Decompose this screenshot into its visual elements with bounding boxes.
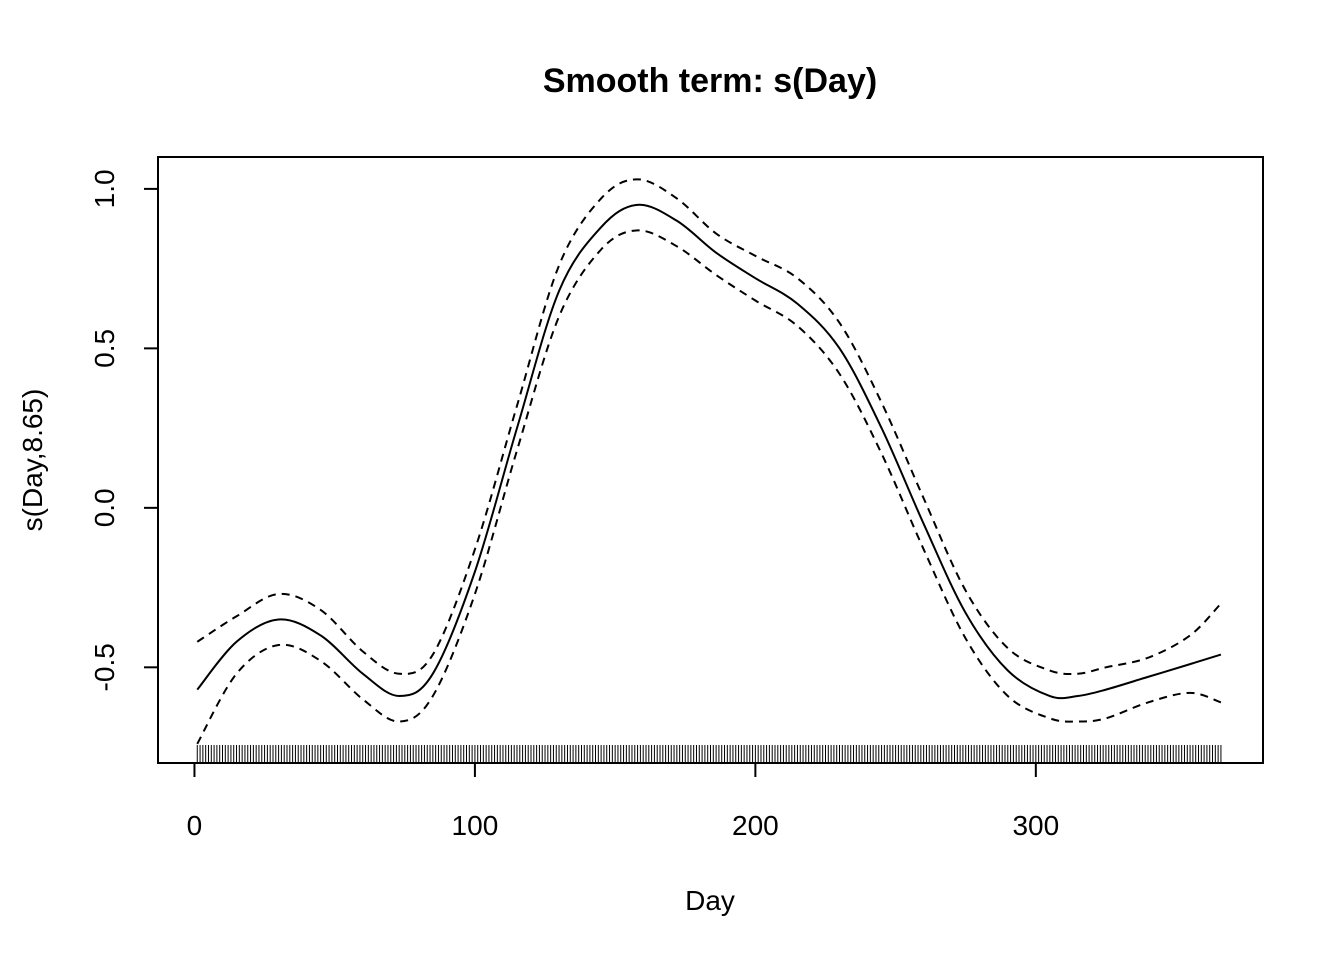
plot-frame — [157, 156, 1264, 764]
x-axis-label: Day — [685, 885, 735, 916]
series-lines — [196, 178, 1222, 745]
x-tick-label: 200 — [732, 810, 779, 841]
y-axis-label: s(Day,8.65) — [17, 389, 48, 532]
series-line-fit — [196, 203, 1222, 700]
x-tick-label: 300 — [1012, 810, 1059, 841]
x-tick-label: 0 — [187, 810, 203, 841]
y-tick-label: 0.0 — [89, 488, 120, 527]
rug-marks — [196, 745, 1222, 762]
series-line-upper — [196, 178, 1222, 676]
chart-title: Smooth term: s(Day) — [543, 62, 877, 100]
series-line-lower — [196, 229, 1222, 745]
x-axis: 0 100 200 300 — [187, 763, 1059, 841]
y-axis: -0.5 0.0 0.5 1.0 — [89, 169, 158, 691]
y-tick-label: 1.0 — [89, 169, 120, 208]
y-tick-label: -0.5 — [89, 643, 120, 691]
x-tick-label: 100 — [452, 810, 499, 841]
y-tick-label: 0.5 — [89, 329, 120, 368]
